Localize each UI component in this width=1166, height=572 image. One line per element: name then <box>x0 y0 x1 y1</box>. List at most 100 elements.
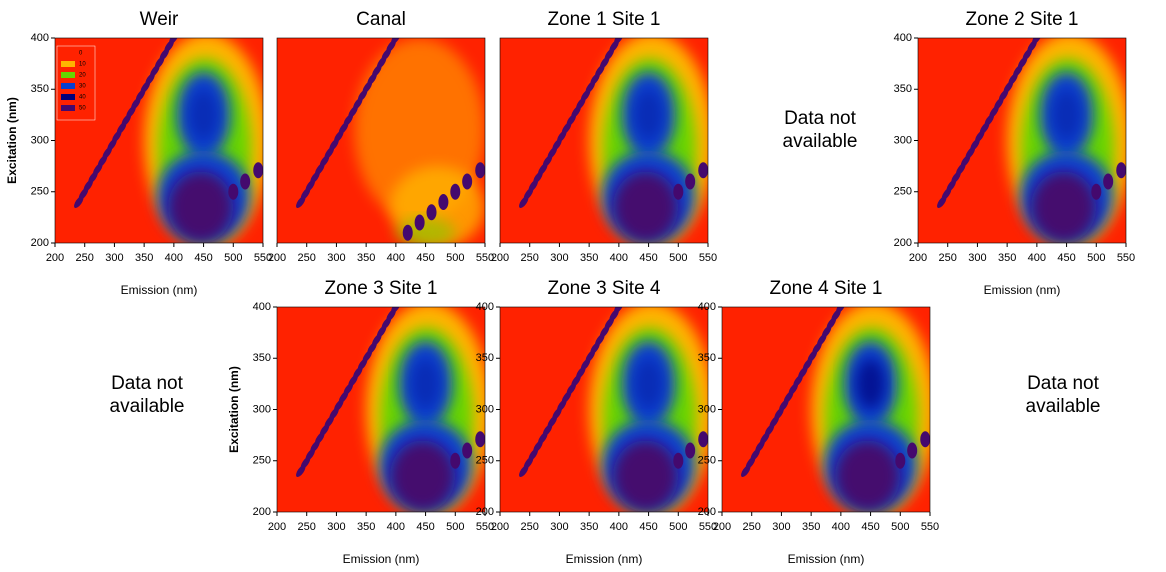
x-tick-label: 250 <box>298 252 316 264</box>
x-tick-label: 450 <box>1057 252 1075 264</box>
contour-region <box>612 440 679 512</box>
x-tick-label: 500 <box>669 252 687 264</box>
y-tick-label: 400 <box>476 301 494 313</box>
no-data-note: Data not available <box>109 373 185 417</box>
legend-swatch <box>61 61 75 67</box>
scatter-band <box>673 452 684 469</box>
scatter-band <box>1032 38 1042 44</box>
x-tick-label: 550 <box>476 521 494 533</box>
x-tick-label: 400 <box>610 521 628 533</box>
y-tick-label: 350 <box>894 83 912 95</box>
legend-label: 50 <box>79 106 86 112</box>
y-tick-label: 300 <box>253 403 271 415</box>
x-tick-label: 500 <box>446 252 464 264</box>
scatter-band <box>450 183 461 200</box>
axis-frame <box>499 37 709 244</box>
contour-region <box>1030 171 1097 243</box>
contour-region <box>834 440 901 512</box>
y-tick-label: 350 <box>698 352 716 364</box>
x-axis-label: Emission (nm) <box>788 552 865 566</box>
chart-title: Weir <box>140 9 179 30</box>
y-tick-label: 200 <box>894 237 912 249</box>
x-tick-label: 350 <box>357 252 375 264</box>
scatter-band <box>462 442 473 459</box>
scatter-band <box>253 162 263 179</box>
y-tick-label: 400 <box>894 32 912 44</box>
x-tick-label: 450 <box>416 521 434 533</box>
y-tick-label: 300 <box>698 403 716 415</box>
scatter-band <box>414 214 425 231</box>
y-tick-label: 300 <box>31 134 49 146</box>
y-tick-label: 250 <box>253 455 271 467</box>
contour-region <box>633 89 664 141</box>
x-tick-label: 500 <box>891 521 909 533</box>
scatter-band <box>240 173 251 190</box>
y-tick-label: 200 <box>253 506 271 518</box>
x-tick-label: 300 <box>550 252 568 264</box>
scatter-band <box>450 452 461 469</box>
scatter-band <box>698 162 708 179</box>
x-tick-label: 550 <box>254 252 272 264</box>
chart-title: Zone 4 Site 1 <box>769 278 882 299</box>
x-tick-label: 300 <box>105 252 123 264</box>
contour-region <box>855 358 886 410</box>
axis-frame <box>276 37 486 244</box>
x-tick-label: 400 <box>610 252 628 264</box>
x-tick-label: 550 <box>921 521 939 533</box>
x-tick-label: 200 <box>909 252 927 264</box>
x-tick-label: 350 <box>802 521 820 533</box>
x-tick-label: 450 <box>194 252 212 264</box>
x-tick-label: 450 <box>416 252 434 264</box>
scatter-band <box>475 162 485 179</box>
chart-title: Canal <box>356 9 406 30</box>
chart-title: Zone 2 Site 1 <box>965 9 1078 30</box>
x-tick-label: 250 <box>939 252 957 264</box>
plot-area <box>500 307 708 512</box>
contour-region <box>188 89 219 141</box>
x-tick-label: 550 <box>1117 252 1135 264</box>
legend-swatch <box>61 50 75 56</box>
x-tick-label: 200 <box>268 521 286 533</box>
scatter-band <box>614 38 624 44</box>
y-tick-label: 350 <box>253 352 271 364</box>
y-tick-label: 200 <box>476 506 494 518</box>
x-axis-label: Emission (nm) <box>121 283 198 297</box>
y-tick-label: 250 <box>894 186 912 198</box>
legend-label: 10 <box>79 62 86 68</box>
x-tick-label: 200 <box>491 252 509 264</box>
y-tick-label: 350 <box>476 352 494 364</box>
y-tick-label: 200 <box>698 506 716 518</box>
chart-title: Zone 3 Site 4 <box>547 278 660 299</box>
plot-area <box>918 38 1126 243</box>
legend-label: 20 <box>79 73 86 79</box>
x-tick-label: 350 <box>357 521 375 533</box>
x-tick-label: 400 <box>832 521 850 533</box>
x-axis-label: Emission (nm) <box>566 552 643 566</box>
x-tick-label: 500 <box>1087 252 1105 264</box>
x-tick-label: 250 <box>76 252 94 264</box>
x-tick-label: 300 <box>772 521 790 533</box>
scatter-band <box>685 442 696 459</box>
no-data-note: Data not available <box>782 108 858 152</box>
plot-area <box>722 307 930 512</box>
x-tick-label: 350 <box>998 252 1016 264</box>
x-tick-label: 250 <box>298 521 316 533</box>
y-tick-label: 200 <box>31 237 49 249</box>
scatter-band <box>673 183 684 200</box>
x-tick-label: 500 <box>669 521 687 533</box>
scatter-band <box>228 183 239 200</box>
x-tick-label: 300 <box>550 521 568 533</box>
x-tick-label: 550 <box>699 521 717 533</box>
chart-title: Zone 3 Site 1 <box>324 278 437 299</box>
y-axis-label: Excitation (nm) <box>227 366 241 453</box>
contour-region <box>410 358 441 410</box>
scatter-band <box>462 173 473 190</box>
legend-swatch <box>61 72 75 78</box>
legend: 0 10 20 30 40 50 <box>56 45 96 121</box>
x-axis-label: Emission (nm) <box>984 283 1061 297</box>
x-axis-label: Emission (nm) <box>343 552 420 566</box>
x-tick-label: 200 <box>46 252 64 264</box>
x-tick-label: 200 <box>713 521 731 533</box>
scatter-band <box>907 442 918 459</box>
